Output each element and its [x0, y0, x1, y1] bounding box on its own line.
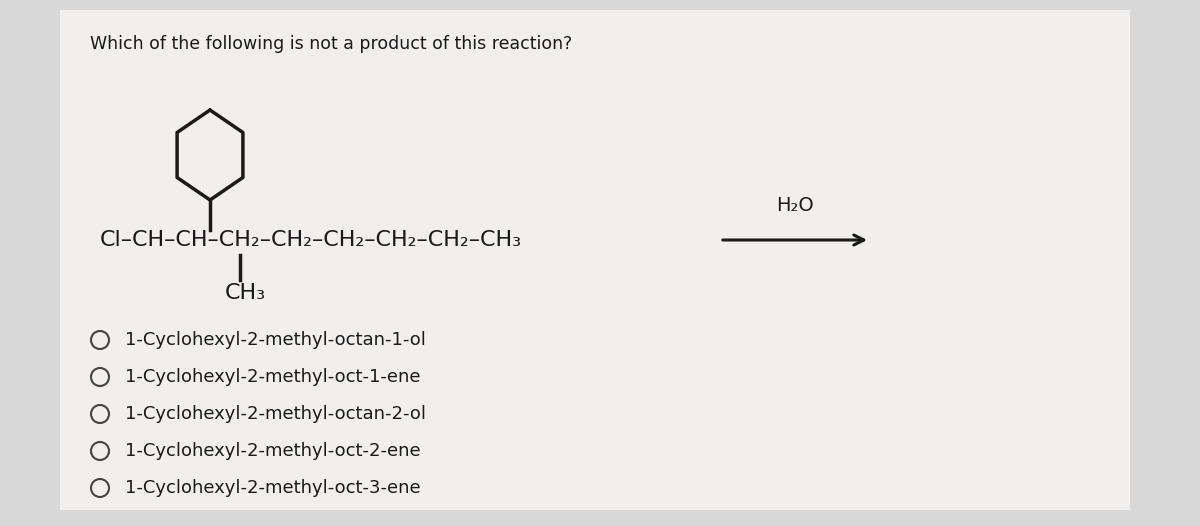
Text: 1-Cyclohexyl-2-methyl-oct-2-ene: 1-Cyclohexyl-2-methyl-oct-2-ene — [125, 442, 421, 460]
Text: Cl–CH–CH–CH₂–CH₂–CH₂–CH₂–CH₂–CH₃: Cl–CH–CH–CH₂–CH₂–CH₂–CH₂–CH₂–CH₃ — [100, 230, 522, 250]
Text: H₂O: H₂O — [776, 196, 814, 215]
Text: 1-Cyclohexyl-2-methyl-oct-1-ene: 1-Cyclohexyl-2-methyl-oct-1-ene — [125, 368, 420, 386]
FancyBboxPatch shape — [60, 10, 1130, 510]
Text: 1-Cyclohexyl-2-methyl-oct-3-ene: 1-Cyclohexyl-2-methyl-oct-3-ene — [125, 479, 421, 497]
Text: 1-Cyclohexyl-2-methyl-octan-1-ol: 1-Cyclohexyl-2-methyl-octan-1-ol — [125, 331, 426, 349]
Text: CH₃: CH₃ — [226, 283, 266, 303]
Text: 1-Cyclohexyl-2-methyl-octan-2-ol: 1-Cyclohexyl-2-methyl-octan-2-ol — [125, 405, 426, 423]
Text: Which of the following is not a product of this reaction?: Which of the following is not a product … — [90, 35, 572, 53]
